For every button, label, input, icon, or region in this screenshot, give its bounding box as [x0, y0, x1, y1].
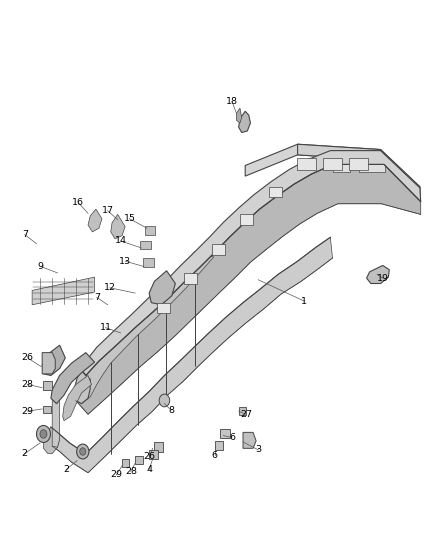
Circle shape — [36, 425, 50, 442]
Polygon shape — [141, 241, 151, 249]
Polygon shape — [52, 361, 86, 447]
Text: 17: 17 — [102, 206, 114, 215]
Polygon shape — [215, 441, 223, 450]
Circle shape — [40, 430, 47, 438]
Text: 28: 28 — [125, 467, 137, 475]
Polygon shape — [43, 427, 60, 454]
Text: 29: 29 — [22, 407, 34, 416]
Polygon shape — [43, 406, 51, 413]
Text: 15: 15 — [124, 214, 135, 223]
Polygon shape — [81, 151, 421, 375]
Bar — [156, 303, 170, 313]
Polygon shape — [76, 165, 421, 414]
Text: 11: 11 — [99, 323, 112, 332]
Polygon shape — [51, 237, 332, 473]
Text: 8: 8 — [168, 406, 174, 415]
Text: 2: 2 — [63, 465, 69, 474]
Polygon shape — [88, 209, 102, 232]
Bar — [212, 244, 225, 255]
Polygon shape — [367, 265, 389, 284]
Polygon shape — [74, 370, 90, 403]
Text: 19: 19 — [377, 273, 389, 282]
Polygon shape — [42, 353, 55, 374]
Text: 28: 28 — [22, 380, 34, 389]
Text: 12: 12 — [104, 283, 116, 292]
Polygon shape — [245, 144, 420, 197]
Polygon shape — [332, 160, 350, 172]
Polygon shape — [149, 271, 175, 305]
Polygon shape — [111, 214, 125, 239]
Text: 4: 4 — [146, 465, 152, 474]
Text: 18: 18 — [226, 97, 238, 106]
Text: 2: 2 — [22, 449, 28, 458]
Polygon shape — [359, 160, 385, 172]
Polygon shape — [237, 108, 242, 123]
Polygon shape — [149, 450, 158, 459]
Circle shape — [80, 448, 86, 455]
Text: 13: 13 — [119, 257, 131, 265]
Polygon shape — [381, 155, 394, 171]
Polygon shape — [43, 381, 52, 390]
Circle shape — [159, 394, 170, 407]
Bar — [297, 158, 316, 169]
Polygon shape — [42, 345, 65, 375]
Polygon shape — [297, 144, 381, 160]
Bar — [349, 158, 368, 169]
Polygon shape — [243, 432, 256, 448]
Polygon shape — [63, 375, 92, 421]
Text: 1: 1 — [301, 296, 307, 305]
Polygon shape — [51, 353, 95, 403]
Text: 29: 29 — [110, 471, 122, 479]
Text: 27: 27 — [240, 410, 252, 419]
Bar — [240, 214, 253, 225]
Text: 9: 9 — [38, 262, 44, 271]
Text: 7: 7 — [22, 230, 28, 239]
Polygon shape — [145, 226, 155, 235]
Bar — [269, 187, 283, 197]
Text: 26: 26 — [22, 353, 34, 362]
Bar — [323, 158, 342, 169]
Polygon shape — [381, 150, 420, 213]
Polygon shape — [135, 456, 143, 464]
Polygon shape — [122, 459, 130, 467]
Polygon shape — [77, 252, 214, 403]
Polygon shape — [154, 442, 163, 451]
Text: 14: 14 — [115, 237, 127, 246]
Text: 3: 3 — [255, 446, 261, 455]
Text: 16: 16 — [72, 198, 85, 207]
Text: 26: 26 — [143, 453, 155, 462]
Polygon shape — [239, 111, 251, 133]
Circle shape — [77, 444, 89, 459]
Text: 6: 6 — [229, 433, 235, 442]
Polygon shape — [220, 429, 230, 438]
Text: 7: 7 — [94, 293, 100, 302]
Polygon shape — [143, 258, 153, 266]
Polygon shape — [32, 277, 95, 305]
Polygon shape — [239, 407, 246, 415]
Text: 6: 6 — [212, 451, 218, 460]
Bar — [184, 273, 197, 284]
